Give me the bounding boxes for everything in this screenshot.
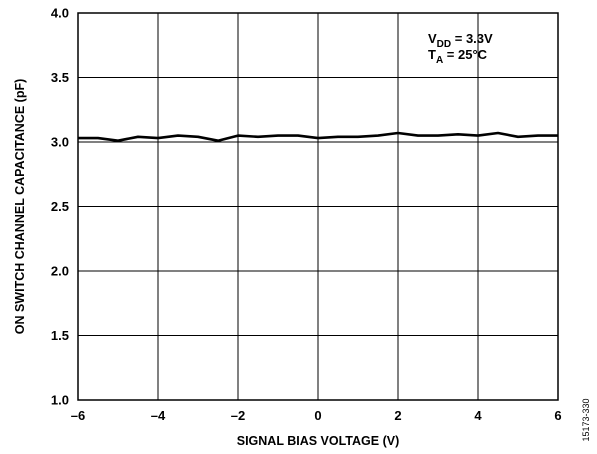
tick-labels: –6 –4 –2 0 2 4 6 1.0 1.5 2.0 2.5 3.0 3.5 4.0 bbox=[51, 6, 562, 424]
vdd-sub: DD bbox=[437, 39, 451, 50]
vdd-rest: = 3.3V bbox=[451, 31, 493, 46]
y-tick-label: 2.0 bbox=[51, 264, 69, 279]
ta-rest: = 25°C bbox=[443, 47, 487, 62]
ta-main: T bbox=[428, 47, 436, 62]
y-tick-label: 2.5 bbox=[51, 199, 69, 214]
x-tick-label: –4 bbox=[151, 408, 166, 423]
ta-sub: A bbox=[436, 55, 443, 66]
ta-annotation: TA = 25°C bbox=[428, 47, 488, 66]
vdd-main: V bbox=[428, 31, 437, 46]
x-axis-title: SIGNAL BIAS VOLTAGE (V) bbox=[237, 434, 400, 448]
x-tick-label: 4 bbox=[474, 408, 482, 423]
x-tick-label: 0 bbox=[314, 408, 321, 423]
figure-id: 15173-330 bbox=[581, 398, 591, 441]
x-tick-label: –2 bbox=[231, 408, 245, 423]
plot-frame bbox=[77, 12, 559, 401]
x-tick-label: 2 bbox=[394, 408, 401, 423]
x-tick-label: 6 bbox=[554, 408, 561, 423]
y-axis-title: ON SWITCH CHANNEL CAPACITANCE (pF) bbox=[13, 79, 27, 335]
y-tick-label: 1.0 bbox=[51, 393, 69, 408]
x-tick-label: –6 bbox=[71, 408, 85, 423]
vdd-annotation: VDD = 3.3V bbox=[428, 31, 493, 50]
y-tick-label: 4.0 bbox=[51, 6, 69, 21]
capacitance-series-line bbox=[78, 131, 558, 142]
y-tick-label: 3.0 bbox=[51, 135, 69, 150]
y-tick-label: 3.5 bbox=[51, 70, 69, 85]
y-tick-label: 1.5 bbox=[51, 328, 69, 343]
grid-lines bbox=[77, 12, 559, 401]
